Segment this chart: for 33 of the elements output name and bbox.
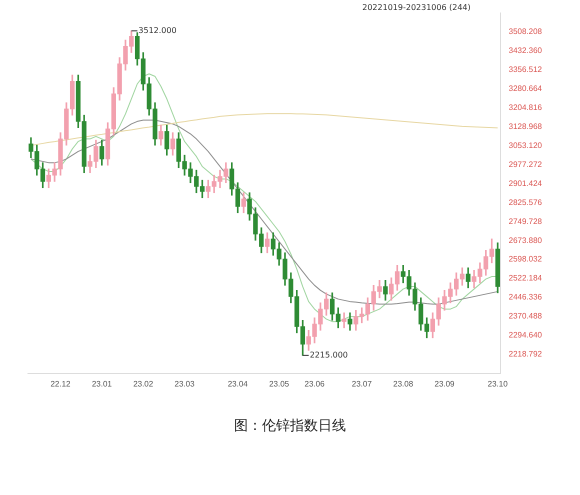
y-tick-label: 2446.336 (508, 292, 543, 302)
x-tick-label: 23.09 (434, 379, 456, 388)
x-tick-label: 22.12 (50, 379, 72, 388)
x-tick-label: 23.06 (304, 379, 326, 388)
y-tick-label: 3356.512 (508, 64, 543, 74)
y-tick-label: 3053.120 (508, 140, 543, 150)
y-tick-label: 3432.360 (508, 46, 543, 55)
x-tick-label: 23.05 (269, 379, 290, 388)
annotation: 3512.000 (138, 26, 177, 35)
y-tick-label: 2522.184 (508, 274, 543, 283)
x-tick-label: 23.01 (92, 379, 112, 388)
y-tick-label: 2673.880 (508, 236, 543, 245)
y-tick-label: 2294.640 (508, 330, 543, 340)
y-tick-label: 3128.968 (508, 122, 543, 131)
annotation: 2215.000 (310, 350, 348, 360)
y-tick-label: 2218.792 (508, 350, 543, 359)
y-tick-label: 2901.424 (508, 178, 543, 188)
text: 20221019-20231006 (244) (362, 3, 471, 12)
y-tick-label: 3280.664 (508, 84, 543, 93)
y-tick-label: 2370.488 (508, 312, 543, 321)
y-tick-label: 2977.272 (508, 160, 543, 169)
x-tick-label: 23.04 (228, 379, 248, 388)
y-tick-label: 2598.032 (508, 254, 543, 264)
y-tick-label: 2825.576 (508, 198, 543, 207)
x-tick-label: 23.08 (393, 379, 414, 388)
y-tick-label: 3508.208 (508, 26, 543, 36)
x-tick-label: 23.07 (352, 379, 372, 388)
x-tick-label: 23.03 (174, 379, 196, 388)
x-tick-label: 23.02 (133, 379, 154, 388)
y-tick-label: 2749.728 (508, 216, 543, 226)
text: 图：伦锌指数日线 (233, 417, 347, 435)
y-tick-label: 3204.816 (508, 102, 543, 112)
x-tick-label: 23.10 (488, 379, 508, 388)
